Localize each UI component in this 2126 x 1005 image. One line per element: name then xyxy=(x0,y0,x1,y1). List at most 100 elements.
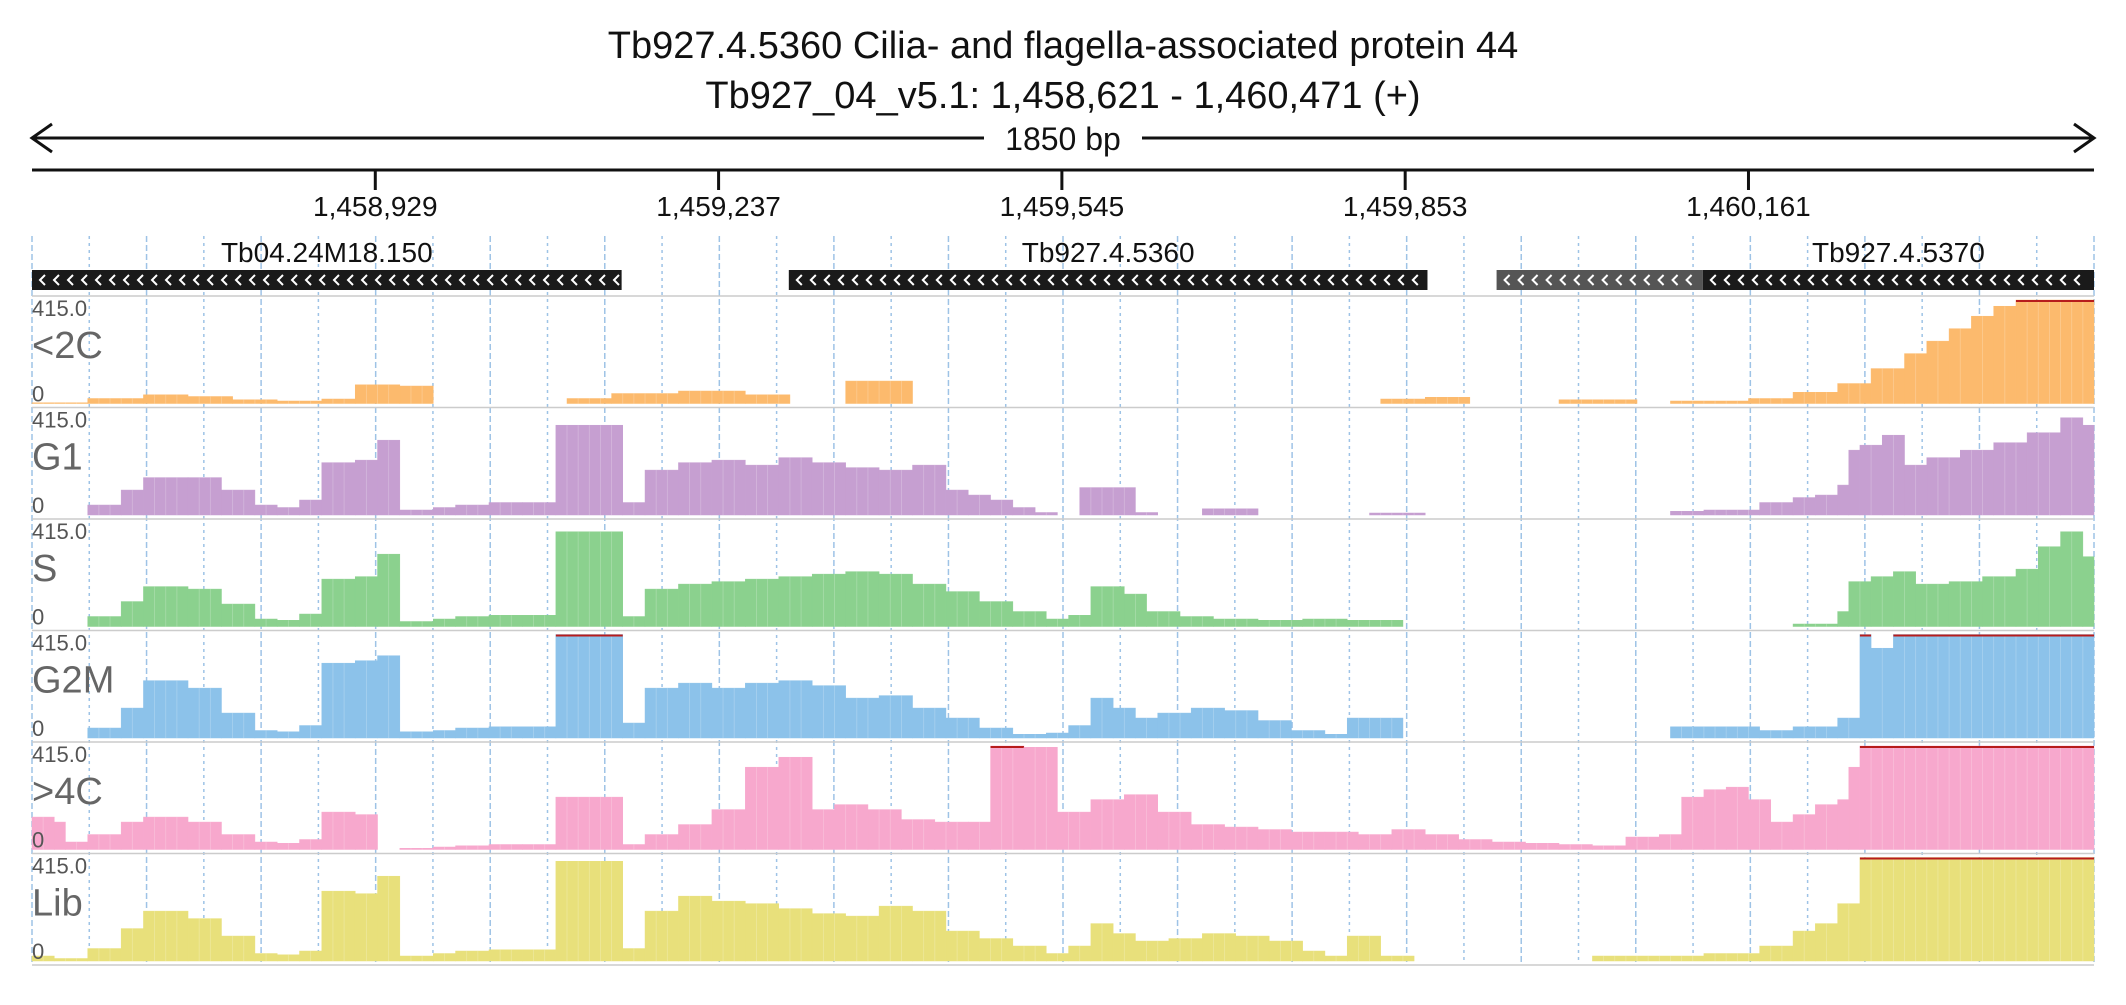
coverage-bar xyxy=(555,796,623,850)
coverage-bar xyxy=(878,695,913,739)
coverage-bar xyxy=(377,553,401,627)
strand-arrow-icon xyxy=(416,274,424,286)
coverage-bar xyxy=(1023,746,1058,850)
coverage-bar xyxy=(1135,512,1158,516)
coverage-bar xyxy=(711,687,746,739)
coverage-bar xyxy=(1458,839,1493,850)
strand-arrow-icon xyxy=(304,274,312,286)
strand-arrow-icon xyxy=(150,274,158,286)
coverage-bar xyxy=(1268,940,1303,962)
coverage-bar xyxy=(1146,611,1181,627)
coverage-bar xyxy=(1324,831,1359,850)
y-max-label: 415.0 xyxy=(32,742,87,767)
coverage-bar xyxy=(187,687,222,739)
strand-arrow-icon xyxy=(1033,274,1041,286)
coverage-bar xyxy=(187,477,222,516)
coverage-bar xyxy=(87,948,122,962)
strand-arrow-icon xyxy=(52,274,60,286)
strand-arrow-icon xyxy=(795,274,803,286)
strand-arrow-icon xyxy=(2045,274,2053,286)
strand-arrow-icon xyxy=(1313,274,1321,286)
strand-arrow-icon xyxy=(318,274,326,286)
strand-arrow-icon xyxy=(1601,274,1609,286)
coverage-bar xyxy=(1346,717,1404,739)
strand-arrow-icon xyxy=(1919,274,1927,286)
coverage-bar xyxy=(143,680,189,739)
coverage-bar xyxy=(1034,512,1058,516)
strand-arrow-icon xyxy=(290,274,298,286)
strand-arrow-icon xyxy=(1243,274,1251,286)
coverage-bar xyxy=(87,398,144,404)
coverage-bar xyxy=(522,844,557,850)
left-arrow-icon xyxy=(29,122,53,154)
coverage-bar xyxy=(678,682,713,739)
coverage-bar xyxy=(945,930,980,962)
coverage-bar xyxy=(878,469,913,516)
strand-arrow-icon xyxy=(556,274,564,286)
strand-arrow-icon xyxy=(2017,274,2025,286)
coverage-bar xyxy=(1837,383,1872,404)
strand-arrow-icon xyxy=(1271,274,1279,286)
coverage-bar xyxy=(1358,834,1393,850)
coverage-bar xyxy=(678,895,713,962)
gene-track: Tb04.24M18.150 Tb927.4.5360 Tb927.4.5370 xyxy=(32,237,2094,290)
coverage-bar xyxy=(644,834,679,850)
strand-arrow-icon xyxy=(1643,274,1651,286)
coverage-bar xyxy=(1224,826,1259,850)
strand-arrow-icon xyxy=(108,274,116,286)
strand-arrow-icon xyxy=(262,274,270,286)
coverage-bar xyxy=(221,489,256,516)
y-min-label: 0 xyxy=(32,382,44,407)
coverage-bar xyxy=(1012,945,1047,962)
strand-arrow-icon xyxy=(1657,274,1665,286)
coverage-bar xyxy=(377,875,401,962)
coverage-bar xyxy=(187,821,222,850)
axis-tick-label: 1,458,929 xyxy=(313,191,438,222)
coverage-bar xyxy=(1202,508,1259,516)
coverage-bar xyxy=(488,844,523,850)
coverage-bar xyxy=(1491,841,1526,850)
coverage-bar xyxy=(811,462,846,516)
axis-tick-label: 1,460,161 xyxy=(1686,191,1811,222)
coverage-bar xyxy=(678,824,713,850)
coverage-bar xyxy=(321,462,356,516)
coverage-bar xyxy=(1190,707,1225,739)
coverage-bar xyxy=(878,905,913,962)
coverage-bar xyxy=(522,949,557,962)
coverage-bar xyxy=(867,809,902,850)
strand-arrow-icon xyxy=(612,274,620,286)
strand-arrow-icon xyxy=(2073,274,2081,286)
strand-arrow-icon xyxy=(1075,274,1083,286)
strand-arrow-icon xyxy=(1327,274,1335,286)
strand-arrow-icon xyxy=(514,274,522,286)
gene-model xyxy=(1702,270,2094,290)
coverage-bar xyxy=(1012,507,1036,516)
coverage-bar xyxy=(678,583,713,627)
strand-arrow-icon xyxy=(430,274,438,286)
strand-arrow-icon xyxy=(1545,274,1553,286)
strand-arrow-icon xyxy=(1587,274,1595,286)
strand-arrow-icon xyxy=(1835,274,1843,286)
coverage-bar xyxy=(711,809,746,850)
coverage-bar xyxy=(1380,955,1415,962)
coverage-bar xyxy=(2015,299,2095,404)
coverage-bar xyxy=(1759,730,1794,739)
strand-arrow-icon xyxy=(80,274,88,286)
strand-arrow-icon xyxy=(94,274,102,286)
coverage-bar xyxy=(845,467,880,516)
coverage-bar xyxy=(87,616,122,627)
coverage-bar xyxy=(1558,844,1593,850)
coverage-bar xyxy=(1915,583,1950,627)
coverage-bar xyxy=(221,834,256,850)
coverage-bar xyxy=(778,756,813,850)
coverage-bar xyxy=(399,848,434,850)
coverage-bar xyxy=(912,707,947,739)
coverage-bar xyxy=(878,573,913,627)
coverage-bar xyxy=(555,424,623,516)
coverage-bar xyxy=(1893,634,2095,739)
strand-arrow-icon xyxy=(1793,274,1801,286)
coverage-bar xyxy=(745,394,791,404)
strand-arrow-icon xyxy=(1019,274,1027,286)
coverage-bar xyxy=(1948,581,1983,627)
